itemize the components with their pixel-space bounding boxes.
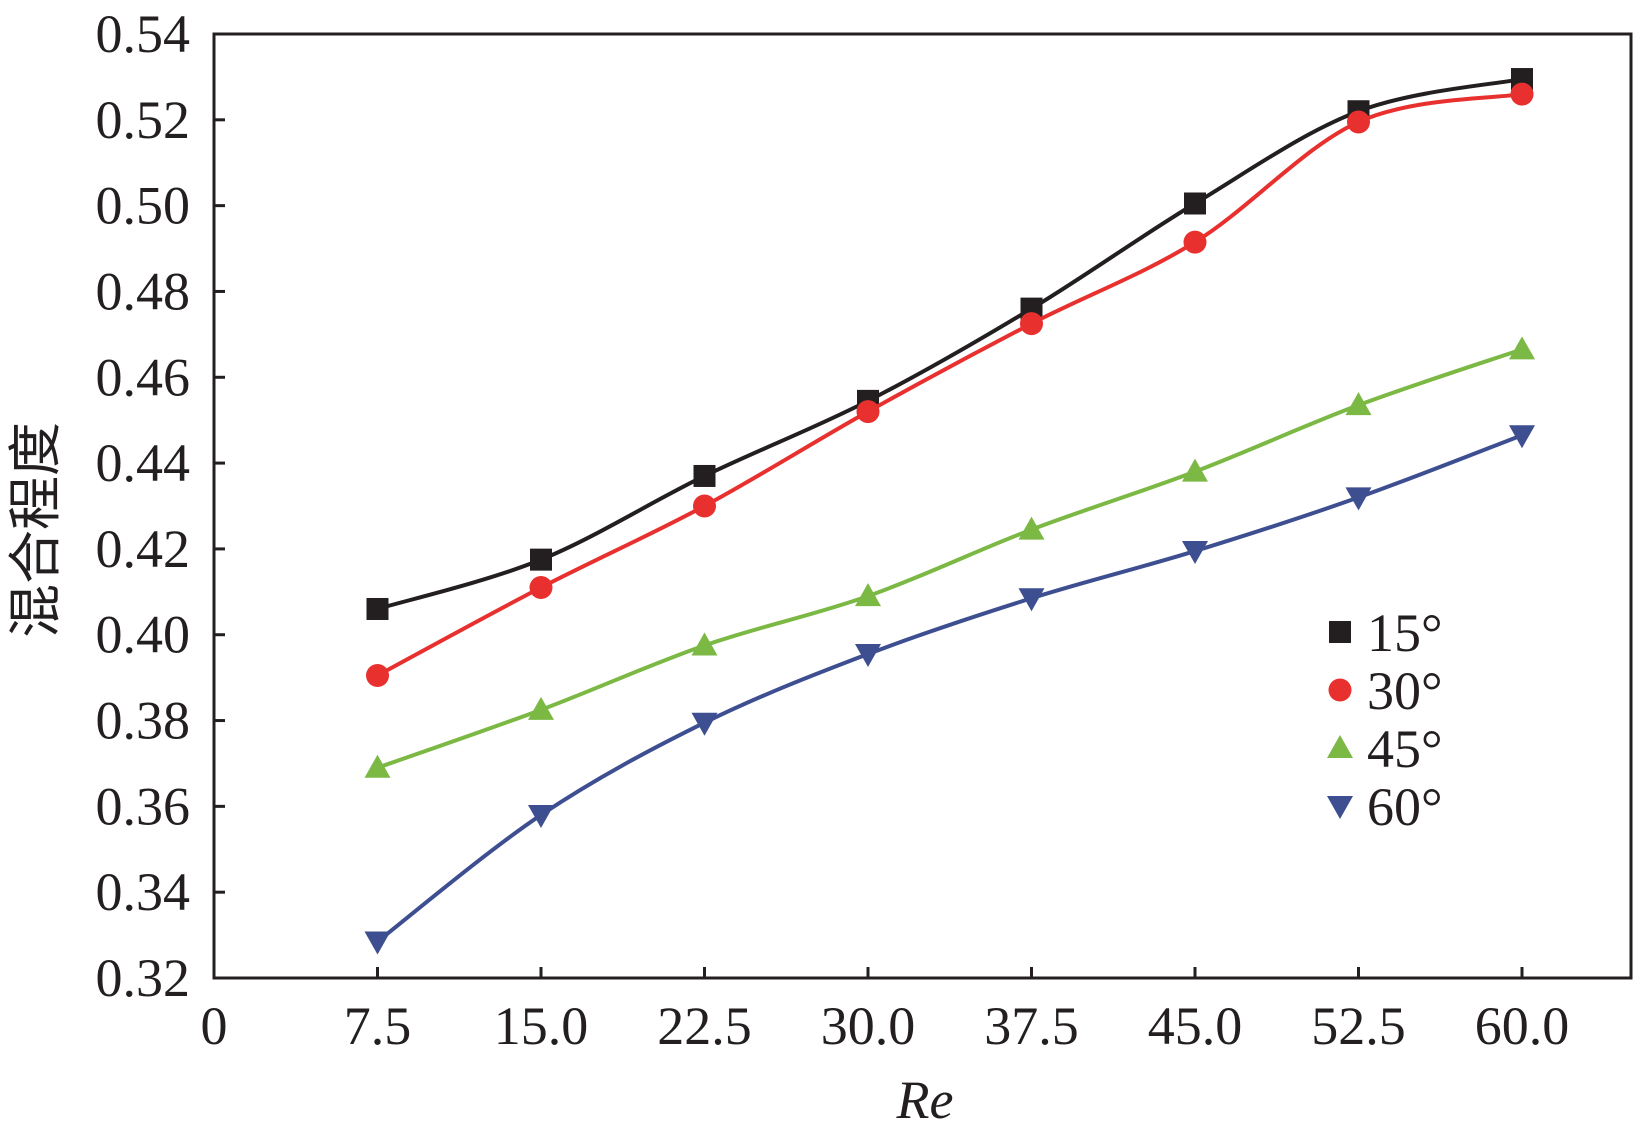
legend-label: 30° xyxy=(1367,661,1443,721)
y-tick-label: 0.38 xyxy=(96,691,191,751)
data-point xyxy=(856,400,880,424)
data-point xyxy=(1509,336,1535,360)
y-tick-label: 0.40 xyxy=(96,605,191,665)
y-tick-label: 0.44 xyxy=(96,433,191,493)
series-1 xyxy=(366,82,1534,687)
series-group xyxy=(364,68,1535,955)
data-point xyxy=(1020,312,1043,336)
data-point xyxy=(855,644,881,668)
series-line xyxy=(376,77,1523,611)
data-point xyxy=(528,804,554,828)
legend-label: 15° xyxy=(1367,603,1443,663)
x-tick-label: 15.0 xyxy=(494,996,589,1056)
x-tick-label: 45.0 xyxy=(1148,996,1243,1056)
y-tick-label: 0.34 xyxy=(96,862,191,922)
x-tick-label: 22.5 xyxy=(657,996,752,1056)
y-axis: 0.32 0.34 0.36 0.38 0.40 0.42 0.44 0.46 0.48 0.50… xyxy=(96,4,225,1008)
data-point xyxy=(691,712,718,736)
x-tick-label: 37.5 xyxy=(984,996,1079,1056)
data-point xyxy=(1510,82,1534,106)
y-tick-label: 0.42 xyxy=(96,519,191,579)
x-tick-label: 52.5 xyxy=(1311,996,1406,1056)
data-point xyxy=(528,696,554,720)
x-axis-title: Re xyxy=(896,1070,954,1130)
legend-item: 45° xyxy=(1327,719,1443,779)
data-point xyxy=(1018,516,1045,540)
data-point xyxy=(366,597,389,620)
series-3 xyxy=(364,425,1535,955)
legend: 15°30°45°60° xyxy=(1327,603,1443,837)
x-tick-label: 7.5 xyxy=(344,996,412,1056)
legend-item: 30° xyxy=(1328,661,1443,721)
legend-label: 60° xyxy=(1367,777,1443,837)
y-tick-label: 0.46 xyxy=(96,347,191,407)
data-point xyxy=(530,548,552,571)
data-point xyxy=(364,754,391,778)
series-0 xyxy=(366,68,1533,620)
plot-frame xyxy=(212,32,1633,980)
data-point xyxy=(1347,110,1370,134)
y-tick-label: 0.32 xyxy=(96,948,191,1008)
series-2 xyxy=(364,336,1535,778)
legend-marker xyxy=(1327,796,1353,819)
data-point xyxy=(1345,487,1372,511)
axes xyxy=(212,32,1633,980)
data-point xyxy=(366,663,389,687)
data-point xyxy=(1183,230,1207,254)
data-point xyxy=(1509,425,1535,449)
y-tick-label: 0.52 xyxy=(96,90,191,150)
data-point xyxy=(1182,541,1208,565)
legend-item: 15° xyxy=(1329,603,1443,663)
legend-marker xyxy=(1329,621,1351,643)
legend-marker xyxy=(1328,678,1352,702)
x-tick-label: 30.0 xyxy=(821,996,916,1056)
data-point xyxy=(529,576,553,600)
legend-marker xyxy=(1327,735,1353,758)
legend-label: 45° xyxy=(1367,719,1443,779)
series-line xyxy=(376,92,1523,678)
data-point xyxy=(1182,458,1208,482)
y-tick-label: 0.54 xyxy=(96,4,191,64)
data-point xyxy=(1184,192,1206,215)
data-point xyxy=(691,632,718,656)
y-tick-label: 0.48 xyxy=(96,261,191,321)
y-tick-label: 0.36 xyxy=(96,776,191,836)
series-line xyxy=(376,347,1523,770)
x-tick-label: 0 xyxy=(201,996,228,1056)
data-point xyxy=(855,583,881,607)
x-axis: 0 7.5 15.0 22.5 30.0 37.5 45.0 52.5 60.0 xyxy=(201,967,1570,1056)
y-tick-label: 0.50 xyxy=(96,176,191,236)
data-point xyxy=(693,464,716,487)
data-point xyxy=(364,931,391,955)
data-point xyxy=(693,494,716,518)
y-axis-title: 混合程度 xyxy=(6,422,66,638)
data-point xyxy=(1018,588,1045,612)
legend-item: 60° xyxy=(1327,777,1443,837)
data-point xyxy=(1345,392,1372,416)
x-tick-label: 60.0 xyxy=(1475,996,1570,1056)
